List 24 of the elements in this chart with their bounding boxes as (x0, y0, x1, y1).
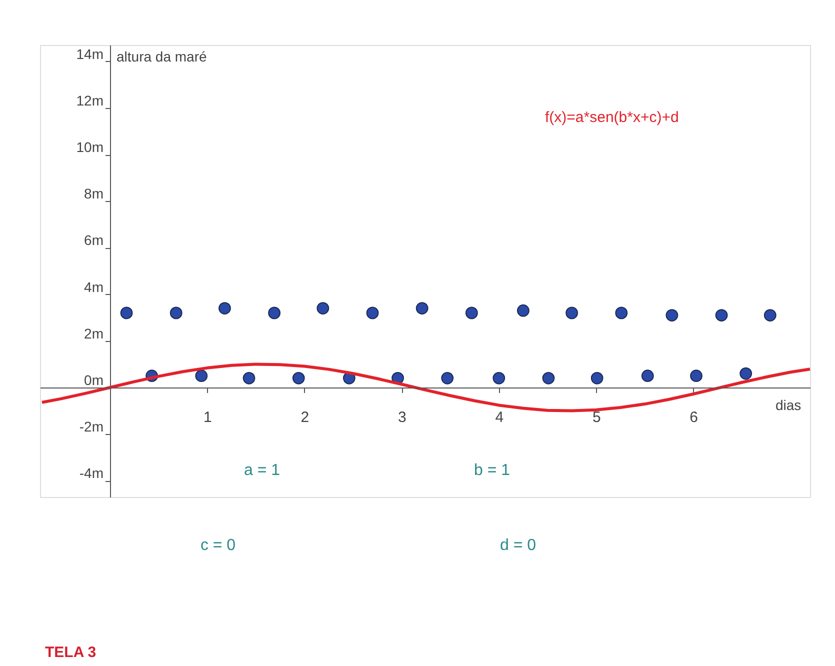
y-tick-label: 14m (76, 46, 104, 62)
y-axis-title: altura da maré (116, 48, 207, 64)
x-tick-label: 6 (690, 408, 698, 426)
y-tick-label: 6m (84, 232, 104, 248)
x-tick-label: 2 (300, 408, 310, 426)
text: TELA 3 (45, 644, 96, 661)
x-tick-label: 5 (592, 408, 601, 426)
y-tick-label: 2m (84, 325, 104, 342)
annotation: a = 1 (244, 462, 280, 479)
text: c = 0 (200, 537, 236, 554)
annotation: f(x)=a*sen(b*x+c)+d (545, 109, 679, 126)
annotation: b = 1 (474, 462, 510, 479)
text: d = 0 (500, 537, 536, 554)
y-tick-label: -4m (79, 465, 104, 482)
y-tick-label: 10m (76, 139, 104, 156)
x-axis-title: dias (776, 396, 802, 413)
x-tick-label: 1 (204, 408, 212, 426)
y-tick-label: -2m (79, 418, 104, 435)
y-tick-label: 8m (84, 186, 104, 202)
y-tick-label: 4m (84, 278, 104, 295)
y-tick-label: 12m (76, 92, 104, 108)
x-tick-label: 3 (398, 408, 406, 426)
y-tick-label: 0m (84, 372, 104, 388)
x-tick-label: 4 (495, 408, 504, 426)
